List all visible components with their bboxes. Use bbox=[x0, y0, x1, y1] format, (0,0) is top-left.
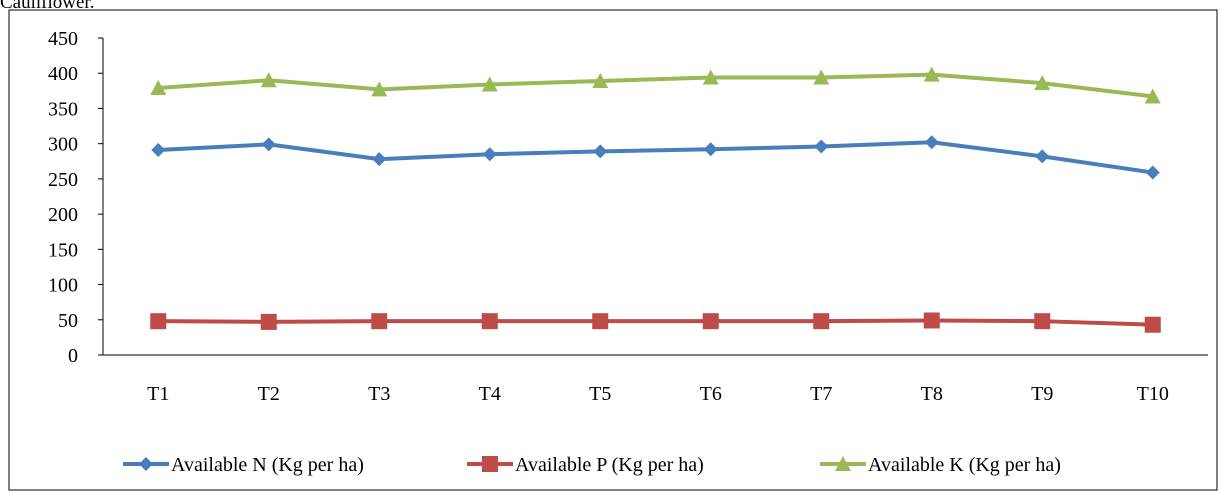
x-tick-label: T3 bbox=[368, 383, 390, 405]
data-point bbox=[150, 313, 167, 330]
y-tick-label: 400 bbox=[48, 63, 78, 85]
legend-marker bbox=[482, 456, 498, 472]
x-tick-label: T5 bbox=[589, 383, 611, 405]
data-point bbox=[260, 313, 277, 330]
chart-frame bbox=[8, 9, 1218, 491]
x-tick-label: T1 bbox=[147, 383, 169, 405]
series-3 bbox=[150, 66, 1161, 104]
y-tick-label: 350 bbox=[48, 98, 78, 120]
series-2 bbox=[150, 312, 1161, 333]
legend-label: Available P (Kg per ha) bbox=[515, 454, 704, 476]
data-point bbox=[592, 313, 609, 330]
series-line bbox=[158, 318, 1153, 327]
data-point bbox=[151, 143, 166, 158]
legend-marker bbox=[139, 457, 153, 471]
legend-item-1: Available N (Kg per ha) bbox=[123, 454, 364, 476]
y-tick-label: 200 bbox=[48, 204, 78, 226]
y-tick-label: 50 bbox=[58, 310, 78, 332]
data-point bbox=[1034, 313, 1051, 330]
legend-marker bbox=[835, 456, 851, 471]
x-axis: T1 T2 T3 T4 T5 T6 T7 T8 T9 T10 bbox=[103, 354, 1208, 405]
x-tick-label: T9 bbox=[1031, 383, 1053, 405]
x-tick-label: T8 bbox=[921, 383, 943, 405]
data-point bbox=[923, 66, 940, 82]
data-point bbox=[1144, 88, 1161, 104]
data-point bbox=[593, 144, 608, 159]
data-point bbox=[924, 135, 939, 150]
data-point bbox=[1145, 165, 1160, 180]
data-point bbox=[1144, 316, 1161, 333]
legend-label: Available N (Kg per ha) bbox=[171, 454, 364, 476]
data-point bbox=[702, 69, 719, 85]
y-tick-label: 150 bbox=[48, 239, 78, 261]
data-point bbox=[813, 69, 830, 85]
data-point bbox=[260, 72, 277, 88]
data-point bbox=[150, 80, 167, 96]
data-point bbox=[1035, 149, 1050, 164]
data-point bbox=[813, 313, 830, 330]
data-point bbox=[592, 72, 609, 88]
data-point bbox=[1034, 75, 1051, 91]
data-point bbox=[371, 81, 388, 97]
x-tick-label: T6 bbox=[700, 383, 722, 405]
data-point bbox=[261, 137, 276, 152]
y-tick-label: 100 bbox=[48, 275, 78, 297]
data-point bbox=[372, 152, 387, 167]
legend-label: Available K (Kg per ha) bbox=[868, 454, 1061, 476]
x-tick-label: T4 bbox=[479, 383, 501, 405]
y-tick-label: 250 bbox=[48, 169, 78, 191]
legend-item-2: Available P (Kg per ha) bbox=[467, 454, 704, 476]
y-tick-label: 450 bbox=[48, 28, 78, 50]
legend-item-3: Available K (Kg per ha) bbox=[820, 454, 1061, 476]
y-tick-label: 300 bbox=[48, 134, 78, 156]
data-point bbox=[703, 142, 718, 157]
series-line bbox=[158, 140, 1154, 175]
x-tick-label: T7 bbox=[810, 383, 832, 405]
x-tick-label: T2 bbox=[258, 383, 280, 405]
y-tick-label: 0 bbox=[68, 345, 78, 367]
data-point bbox=[814, 139, 829, 154]
data-point bbox=[923, 312, 940, 329]
series-1 bbox=[151, 135, 1160, 180]
data-point bbox=[702, 313, 719, 330]
series-line bbox=[158, 72, 1153, 99]
series-layer bbox=[150, 66, 1161, 333]
y-axis: 0 50 100 150 200 250 300 350 400 450 bbox=[48, 28, 104, 367]
data-point bbox=[482, 147, 497, 162]
legend: Available N (Kg per ha) Available P (Kg p… bbox=[123, 454, 1061, 476]
data-point bbox=[481, 76, 498, 92]
x-tick-label: T10 bbox=[1137, 383, 1169, 405]
data-point bbox=[371, 313, 388, 330]
data-point bbox=[481, 313, 498, 330]
